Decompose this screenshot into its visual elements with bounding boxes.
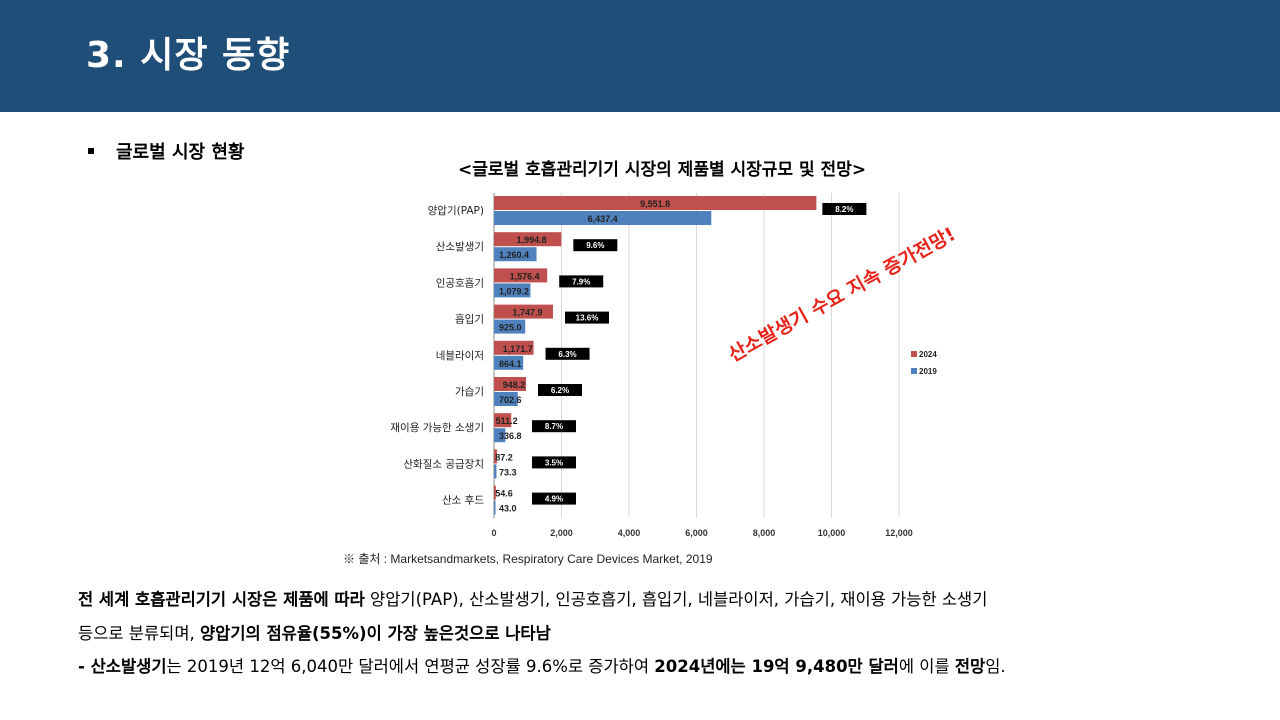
category-label: 가습기 (455, 386, 484, 398)
chart-title: <글로벌 호흡관리기기 시장의 제품별 시장규모 및 전망> (458, 160, 867, 180)
para-bold-3a: 산소발생기 (90, 657, 167, 676)
data-label-2024: 1,994.8 (517, 235, 547, 245)
growth-rate-box (532, 492, 576, 505)
data-label-2024: 1,747.9 (512, 308, 542, 318)
bar-2024 (494, 413, 512, 428)
section-title: 글로벌 시장 현황 (116, 142, 245, 163)
para-dash: - (78, 657, 91, 676)
bar-2024 (494, 485, 496, 500)
data-label-2024: 511.2 (496, 416, 518, 426)
bar-2019 (494, 464, 497, 479)
growth-rate-label: 6.2% (551, 386, 569, 395)
legend-label-2024: 2024 (919, 350, 937, 359)
legend-swatch-2024 (911, 351, 917, 357)
data-label-2024: 87.2 (495, 452, 513, 462)
source-note: ※ 출처 : Marketsandmarkets, Respiratory Ca… (343, 552, 713, 566)
category-label: 산화질소 공급장치 (403, 458, 484, 470)
bar-2024 (494, 377, 527, 391)
growth-rate-label: 8.2% (835, 205, 853, 214)
growth-rate-label: 8.7% (545, 422, 563, 431)
x-tick-label: 4,000 (618, 528, 641, 538)
growth-rate-label: 7.9% (572, 277, 590, 286)
category-label: 산소 후드 (442, 495, 484, 507)
growth-rate-box (538, 384, 583, 396)
data-label-2019: 702.6 (499, 395, 522, 405)
para-bold-3b: 2024년에는 19억 9,480만 달러 (654, 657, 899, 676)
bar-2019 (494, 355, 524, 370)
annotation-callout: 산소발생기 수요 지속 증가전망! (725, 223, 959, 366)
bar-2019 (494, 211, 712, 225)
growth-rate-box (545, 347, 590, 360)
paragraph-line-1: 전 세계 호흡관리기기 시장은 제품에 따라 양압기(PAP), 산소발생기, … (78, 588, 987, 612)
bar-2019 (494, 392, 518, 406)
x-tick-label: 2,000 (550, 528, 573, 538)
data-label-2024: 1,171.7 (503, 344, 533, 354)
para-text-2: 등으로 분류되며, (78, 624, 200, 643)
bar-2024 (494, 449, 497, 464)
x-tick-label: 0 (491, 528, 496, 538)
header-bar: 3. 시장 동향 (0, 0, 1280, 112)
data-label-2024: 54.6 (495, 489, 513, 499)
bar-2019 (494, 319, 526, 334)
category-label: 양압기(PAP) (428, 204, 484, 217)
para-text-3a: 는 2019년 12억 6,040만 달러에서 연평균 성장률 9.6%로 증가… (166, 657, 655, 676)
para-text-3b: 에 이를 (898, 657, 955, 676)
data-label-2024: 1,576.4 (510, 271, 540, 281)
data-label-2019: 6,437.4 (588, 214, 618, 224)
data-label-2019: 1,079.2 (499, 286, 529, 296)
bar-2019 (494, 247, 537, 262)
growth-rate-box (532, 456, 576, 469)
paragraph-line-2: 등으로 분류되며, 양압기의 점유율(55%)이 가장 높은것으로 나타남 (78, 622, 551, 646)
page-title: 3. 시장 동향 (86, 35, 291, 76)
data-label-2019: 925.0 (499, 323, 522, 333)
bar-2024 (494, 340, 534, 355)
section-bullet: 글로벌 시장 현황 (88, 138, 244, 164)
para-bold-2: 양압기의 점유율(55%)이 가장 높은것으로 나타남 (200, 624, 551, 643)
bar-2024 (494, 232, 562, 247)
bar-2024 (494, 268, 548, 283)
para-text-3c: 임. (985, 657, 1006, 676)
growth-rate-label: 4.9% (545, 495, 563, 504)
growth-rate-label: 9.6% (586, 241, 604, 250)
category-label: 산소발생기 (436, 241, 484, 253)
para-bold-1: 전 세계 호흡관리기기 시장은 제품에 따라 (78, 590, 365, 609)
data-label-2019: 43.0 (499, 504, 517, 514)
paragraph-line-3: - 산소발생기는 2019년 12억 6,040만 달러에서 연평균 성장률 9… (78, 655, 1006, 679)
para-text-1: 양압기(PAP), 산소발생기, 인공호흡기, 흡입기, 네블라이저, 가습기,… (364, 590, 988, 609)
bullet-square-icon (88, 148, 94, 154)
data-label-2019: 336.8 (499, 431, 522, 441)
growth-rate-box (822, 203, 867, 215)
x-tick-label: 8,000 (753, 528, 776, 538)
category-label: 네블라이저 (436, 350, 484, 362)
x-tick-label: 6,000 (685, 528, 708, 538)
bar-2019 (494, 428, 506, 443)
legend-swatch-2019 (911, 368, 917, 374)
x-tick-label: 10,000 (818, 528, 846, 538)
legend-label-2019: 2019 (919, 367, 937, 376)
growth-rate-box (573, 239, 618, 252)
growth-rate-box (532, 420, 576, 433)
bar-2019 (494, 283, 531, 298)
data-label-2019: 73.3 (499, 467, 517, 477)
growth-rate-box (564, 311, 609, 324)
growth-rate-label: 13.6% (576, 314, 599, 323)
x-tick-label: 12,000 (885, 528, 913, 538)
para-bold-3c: 전망 (954, 657, 986, 676)
bar-2024 (494, 196, 817, 210)
growth-rate-box (559, 275, 604, 288)
category-label: 인공호흡기 (436, 276, 484, 289)
category-label: 재이용 가능한 소생기 (390, 422, 484, 434)
data-label-2024: 948.2 (503, 380, 526, 390)
data-label-2024: 9,551.8 (640, 199, 670, 209)
growth-rate-label: 6.3% (558, 350, 576, 359)
category-label: 흡입기 (455, 313, 484, 326)
data-label-2019: 1,260.4 (499, 250, 529, 260)
bar-2019 (494, 500, 496, 515)
bar-2024 (494, 304, 553, 319)
data-label-2019: 864.1 (499, 359, 522, 369)
growth-rate-label: 3.5% (545, 458, 563, 467)
